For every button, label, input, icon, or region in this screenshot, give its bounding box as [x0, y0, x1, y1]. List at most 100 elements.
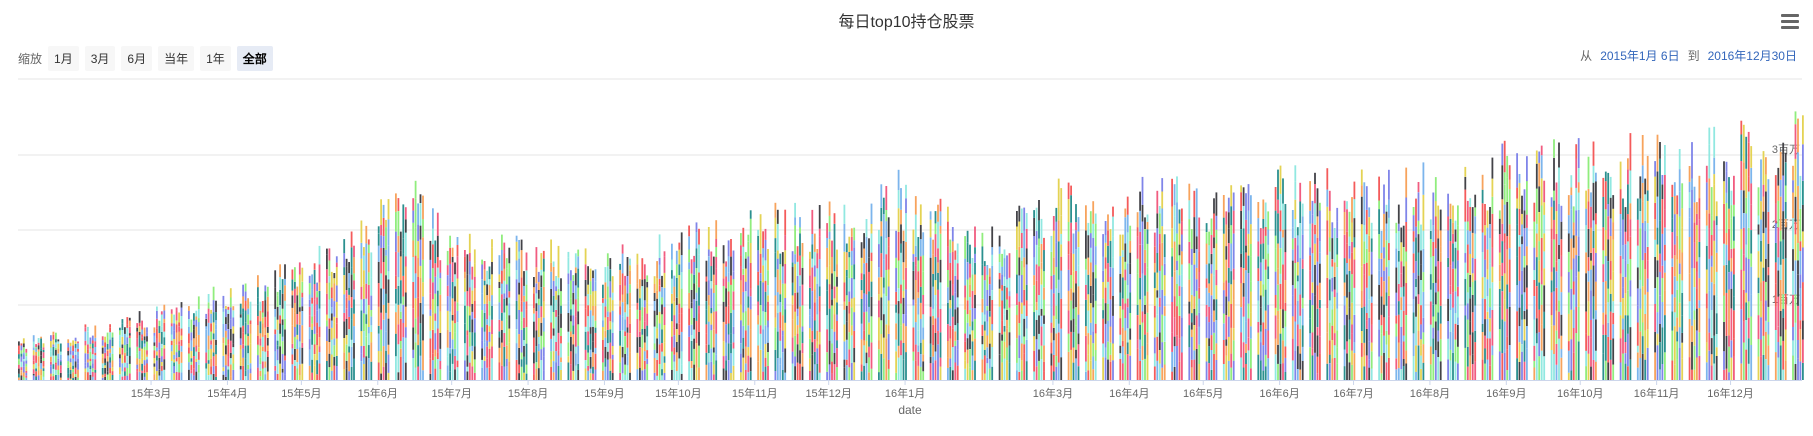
bar-segment — [1257, 202, 1260, 219]
bar-segment — [1412, 356, 1415, 380]
bar-segment — [1050, 322, 1053, 333]
bar-segment — [609, 329, 612, 343]
zoom-1y-button[interactable]: 1年 — [200, 46, 231, 71]
bar-segment — [882, 259, 885, 278]
bar-segment — [348, 316, 350, 330]
bar-segment — [1604, 314, 1607, 335]
bar-segment — [257, 344, 259, 356]
bar-segment — [1291, 238, 1294, 250]
bar-segment — [451, 363, 454, 380]
bar-segment — [818, 236, 821, 260]
bar-segment — [1057, 206, 1060, 221]
bar-segment — [848, 367, 851, 380]
bar-segment — [594, 281, 597, 291]
bar-segment — [284, 374, 286, 380]
bar-segment — [296, 295, 299, 308]
bar-segment — [190, 370, 193, 374]
zoom-ytd-button[interactable]: 当年 — [158, 46, 195, 71]
bar-segment — [1267, 279, 1270, 305]
range-from-input[interactable]: 2015年1月 6日 — [1600, 49, 1680, 63]
range-to-input[interactable]: 2016年12月30日 — [1707, 49, 1797, 63]
bar-segment — [158, 375, 161, 380]
bar-segment — [124, 344, 126, 353]
bar-segment — [360, 331, 363, 346]
bar-segment — [69, 366, 72, 370]
zoom-all-button[interactable]: 全部 — [236, 46, 273, 71]
bar-segment — [1070, 222, 1072, 253]
zoom-1m-button[interactable]: 1月 — [48, 46, 79, 71]
bar-segment — [1077, 265, 1080, 287]
bar-segment — [1395, 267, 1398, 293]
bar-segment — [1417, 192, 1420, 221]
bar-segment — [1506, 236, 1509, 250]
bar-segment — [619, 306, 621, 315]
bar-segment — [1173, 296, 1176, 318]
bar-segment — [436, 290, 439, 307]
bar-segment — [417, 276, 419, 298]
bar-segment — [1112, 343, 1114, 353]
bar-segment — [1415, 226, 1417, 238]
bar-segment — [18, 350, 20, 355]
bar-segment — [929, 306, 932, 317]
bar-segment — [725, 261, 727, 267]
bar-segment — [848, 332, 851, 350]
hamburger-menu-icon[interactable] — [1781, 14, 1799, 30]
bar-segment — [456, 278, 459, 303]
bar-segment — [180, 316, 183, 329]
bar-segment — [1671, 197, 1674, 219]
bar-segment — [1092, 331, 1095, 344]
bar-segment — [1176, 361, 1178, 380]
bar-segment — [1208, 245, 1210, 264]
bar-segment — [180, 372, 183, 380]
bar-segment — [811, 234, 814, 245]
bar-segment — [456, 310, 459, 323]
bar-segment — [882, 237, 885, 260]
bar-segment — [1301, 308, 1304, 326]
zoom-3m-button[interactable]: 3月 — [84, 46, 116, 71]
bar-segment — [1314, 264, 1316, 296]
chart-title: 每日top10持仓股票 — [838, 14, 975, 31]
bar-segment — [1121, 341, 1124, 347]
bar-segment — [902, 230, 905, 241]
bar-segment — [799, 350, 801, 364]
bar-segment — [796, 333, 799, 345]
bar-segment — [816, 364, 819, 380]
bar-segment — [1370, 296, 1373, 303]
bar-segment — [1153, 263, 1156, 273]
bar-segment — [170, 313, 173, 324]
bar-segment — [225, 306, 227, 309]
bar-segment — [1257, 300, 1260, 322]
bar-segment — [678, 313, 681, 324]
bar-segment — [326, 326, 328, 341]
bar-segment — [868, 334, 870, 347]
bar-segment — [609, 370, 612, 380]
bar-segment — [1144, 304, 1146, 315]
bar-segment — [663, 356, 666, 363]
bar-segment — [619, 314, 621, 331]
bar-segment — [210, 366, 212, 375]
bar-segment — [887, 286, 890, 301]
bar-segment — [535, 303, 538, 312]
bar-segment — [1466, 230, 1469, 245]
zoom-6m-button[interactable]: 6月 — [121, 46, 153, 71]
bar-segment — [1708, 213, 1711, 228]
bar-segment — [661, 343, 663, 352]
bar-segment — [298, 274, 301, 293]
bar-segment — [949, 338, 952, 359]
bar-segment — [1590, 366, 1592, 380]
bar-segment — [1644, 314, 1647, 331]
bar-segment — [414, 318, 417, 334]
bar-segment — [680, 331, 683, 352]
bar-segment — [1609, 197, 1612, 219]
bar-segment — [464, 300, 466, 306]
bar-segment — [1567, 350, 1570, 373]
bar-segment — [1240, 253, 1242, 268]
bar-segment — [1639, 308, 1642, 332]
bar-segment — [567, 362, 570, 380]
bar-segment — [175, 344, 178, 353]
bar-segment — [1501, 275, 1504, 292]
bar-segment — [1139, 324, 1141, 340]
bar-segment — [1119, 353, 1122, 359]
bar-segment — [836, 286, 838, 303]
bar-segment — [1072, 318, 1075, 333]
